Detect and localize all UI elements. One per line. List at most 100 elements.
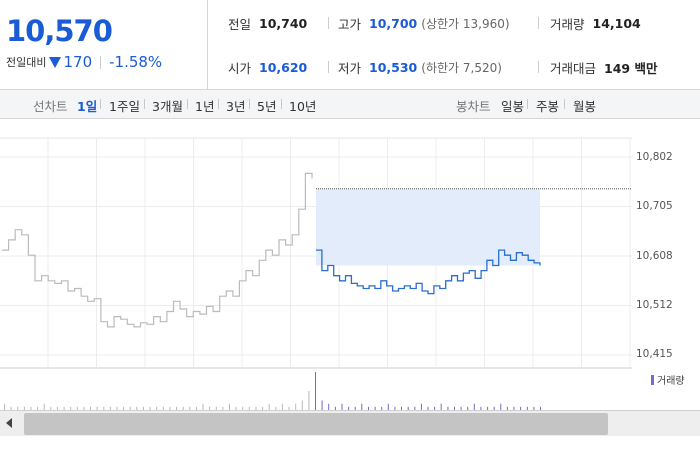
tab-3-months[interactable]: 3개월 [152,99,183,114]
volume-bar [275,406,277,410]
tab-divider [100,99,101,109]
volume-bar [368,406,369,410]
tab-5-years[interactable]: 5년 [257,99,277,114]
volume-bar [434,406,436,410]
tab-divider [187,99,188,109]
volume-bar [354,406,356,410]
volume-bar [30,406,32,410]
volume-legend-label: 거래량 [657,376,685,387]
tab-3-years[interactable]: 3년 [226,99,246,114]
quote-header: 10,570 전일대비 170 -1.58% 전일 10,740 고가 10,7… [0,0,700,90]
volume-bar [513,406,515,410]
volume-bar [414,406,416,410]
tab-monthly-candle[interactable]: 월봉 [573,99,597,114]
tab-weekly-candle[interactable]: 주봉 [536,99,560,114]
tab-divider [281,99,282,109]
tab-divider [249,99,250,109]
tab-1-week[interactable]: 1주일 [109,99,140,114]
volume-bar [473,403,475,410]
volume-bar [156,406,158,410]
divider [328,17,329,29]
y-tick-label: 10,608 [636,250,673,262]
volume-bar [487,406,489,410]
divider [538,17,539,29]
volume-bar [235,406,237,410]
volume-bar [427,406,429,410]
volume-bar [493,406,495,410]
tab-divider [527,99,528,109]
info-sub: (하한가 7,520) [421,60,502,75]
volume-bar [328,403,330,410]
info-label: 시가 [228,60,252,76]
volume-legend: 거래량 [651,372,685,387]
volume-bar [526,406,528,410]
price-line [316,249,541,295]
change-divider [100,55,102,69]
scroll-left-arrow-icon[interactable] [6,418,12,428]
volume-bar [37,406,39,410]
volume-bar [407,406,409,410]
tab-1-day[interactable]: 1일 [77,99,98,114]
volume-bar [242,406,244,410]
volume-bar [43,403,45,410]
info-value: 10,740 [259,15,308,31]
change-label: 전일대비 [6,56,47,69]
volume-bar [387,403,389,410]
volume-bar [321,400,323,410]
volume-bar [96,406,98,410]
volume-bar [162,406,164,410]
volume-bar [129,406,131,410]
volume-bar [4,403,5,410]
volume-bar [222,406,224,410]
tab-1-year[interactable]: 1년 [195,99,215,114]
info-value: 149 백만 [604,60,658,76]
volume-bar [480,406,482,410]
tab-daily-candle[interactable]: 일봉 [501,99,525,114]
volume-bar [189,406,191,410]
volume-bar [454,406,455,410]
volume-bar [262,406,264,410]
scrollbar-thumb[interactable] [24,413,608,435]
y-tick-label: 10,415 [636,348,673,360]
info-label: 거래량 [550,16,585,32]
info-label: 전일 [228,16,252,32]
price-box: 10,570 전일대비 170 -1.58% [0,0,208,90]
info-high: 고가 10,700 (상한가 13,960) [338,13,510,33]
change-row: 전일대비 170 -1.58% [6,53,162,71]
volume-bar [394,406,396,410]
divider [538,61,539,73]
volume-bar [520,406,522,410]
volume-bar [401,406,402,410]
volume-bar [268,403,270,410]
info-volume: 거래량 14,104 [550,13,641,33]
volume-bar [506,406,508,410]
volume-bar [195,406,197,410]
volume-bar [176,406,177,410]
info-low: 저가 10,530 (하한가 7,520) [338,57,502,77]
current-price: 10,570 [6,14,113,48]
chart-scrollbar[interactable] [0,410,700,436]
info-value: 10,530 [369,59,418,75]
line-chart-label: 선차트 [33,99,68,114]
volume-bar [361,403,363,410]
y-tick-label: 10,802 [636,151,673,163]
info-label: 고가 [338,16,362,32]
intraday-price-chart [0,120,632,410]
volume-bar [533,406,535,410]
info-label: 거래대금 [550,60,597,76]
info-open: 시가 10,620 [228,57,307,77]
info-value: 14,104 [592,15,641,31]
volume-bar [116,406,118,410]
volume-bar [90,406,91,410]
volume-bar [209,406,211,410]
info-label: 저가 [338,60,362,76]
info-amount: 거래대금 149 백만 [550,57,657,77]
volume-bar [281,403,283,410]
volume-bar [17,406,19,410]
volume-bar [308,391,310,410]
divider [328,61,329,73]
volume-bar [381,406,383,410]
tab-10-years[interactable]: 10년 [289,99,317,114]
candle-chart-label: 봉차트 [456,99,491,114]
volume-bar [63,406,65,410]
